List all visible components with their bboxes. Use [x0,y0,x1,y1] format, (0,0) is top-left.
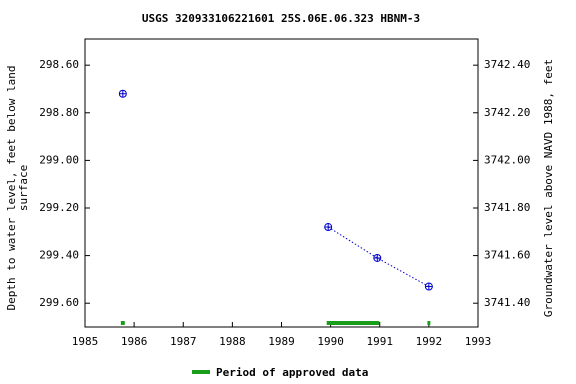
x-tick-label: 1989 [268,335,295,348]
y-axis-label: surface [17,165,30,211]
x-tick-label: 1990 [317,335,344,348]
plot-frame [84,38,479,328]
y2-tick-label: 3741.60 [484,249,530,262]
x-tick-label: 1987 [170,335,197,348]
y2-axis-label: Groundwater level above NAVD 1988, feet [542,59,555,317]
data-point [118,89,127,98]
x-tick-label: 1988 [219,335,246,348]
y2-tick-label: 3742.20 [484,106,530,119]
legend-label: Period of approved data [216,366,368,379]
chart-title: USGS 320933106221601 25S.06E.06.323 HBNM… [142,12,420,25]
y-tick-label: 298.80 [39,106,79,119]
x-tick-label: 1985 [72,335,99,348]
x-tick-label: 1986 [121,335,148,348]
x-tick-label: 1993 [465,335,492,348]
y2-tick-label: 3742.00 [484,153,530,166]
y-tick-label: 299.40 [39,249,79,262]
y-axis-label: Depth to water level, feet below land [5,65,18,310]
y2-tick-label: 3741.80 [484,201,530,214]
approved-period [326,321,380,325]
y2-tick-label: 3741.40 [484,296,530,309]
data-point [373,253,382,262]
approved-period [120,321,125,325]
x-tick-label: 1992 [416,335,443,348]
approved-period [427,321,431,325]
y-tick-label: 299.20 [39,201,79,214]
data-point [324,223,333,232]
data-point [424,282,433,291]
y-tick-label: 299.60 [39,296,79,309]
y-tick-label: 299.00 [39,153,79,166]
data-line [327,226,430,287]
y-tick-label: 298.60 [39,58,79,71]
y2-tick-label: 3742.40 [484,58,530,71]
x-tick-label: 1991 [367,335,394,348]
